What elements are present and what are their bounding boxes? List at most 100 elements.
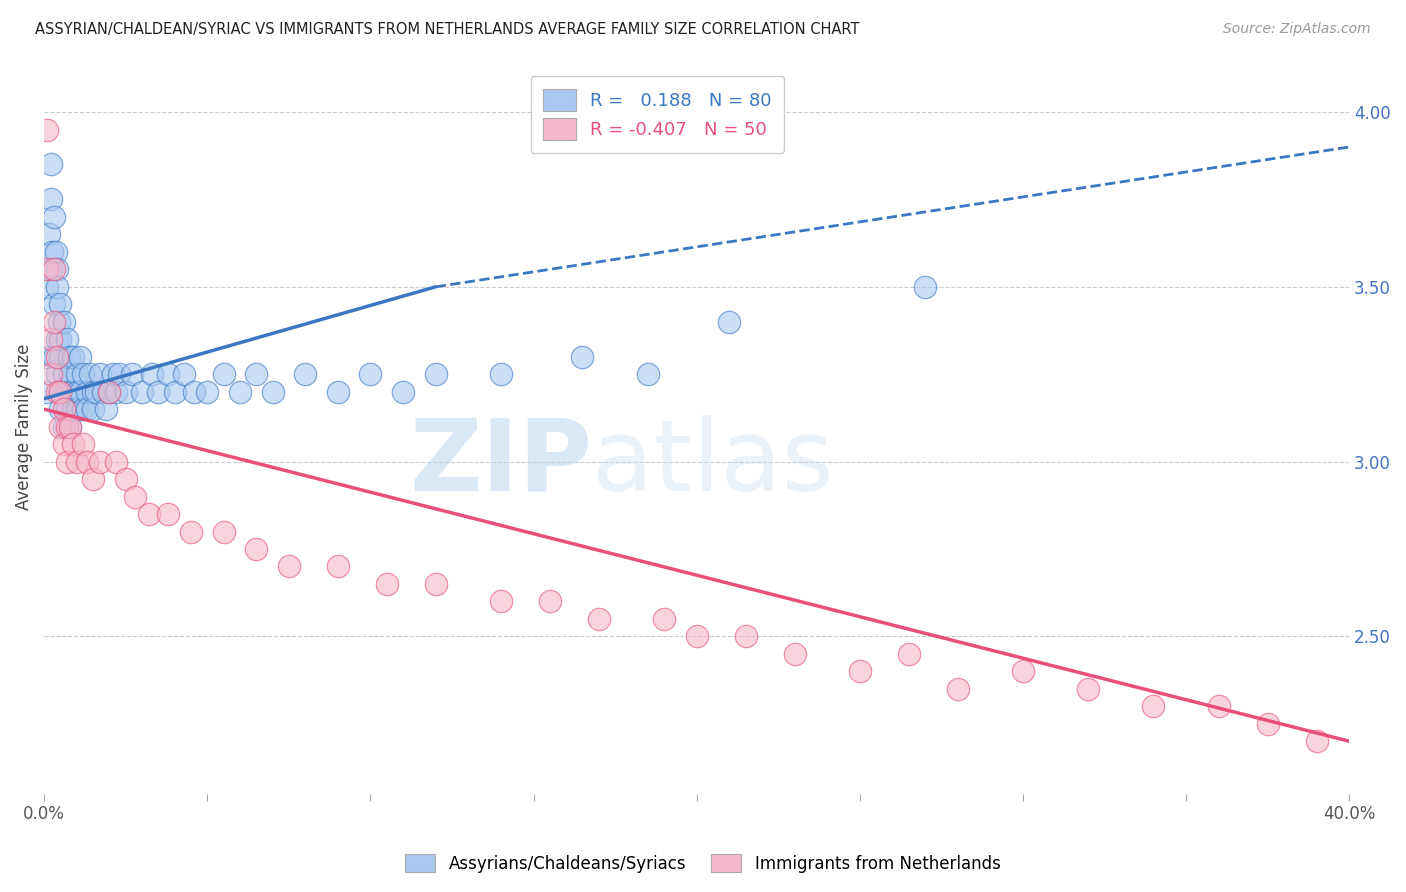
Point (39, 262, 62, 277)
Point (245, 368, 267, 382)
Point (49, 402, 72, 417)
Point (326, 384, 349, 399)
Point (157, 368, 180, 382)
Point (375, 577, 398, 591)
Point (37, 262, 59, 277)
Y-axis label: Average Family Size: Average Family Size (15, 343, 32, 510)
Point (114, 384, 136, 399)
Point (56, 402, 79, 417)
Legend: R =   0.188   N = 80, R = -0.407   N = 50: R = 0.188 N = 80, R = -0.407 N = 50 (530, 76, 785, 153)
Point (76, 384, 98, 399)
Point (52, 384, 75, 399)
Point (52, 437, 75, 451)
Point (94, 402, 117, 417)
Point (571, 350, 593, 364)
Point (124, 490, 146, 504)
Point (86, 384, 108, 399)
Point (46, 262, 69, 277)
Point (52, 419, 75, 434)
Point (42, 210, 65, 224)
Point (59, 384, 82, 399)
Point (89, 454, 111, 468)
Point (42, 297, 65, 311)
Point (163, 384, 186, 399)
Point (56, 384, 79, 399)
Point (41, 244, 63, 259)
Text: atlas: atlas (592, 415, 834, 512)
Point (489, 594, 512, 608)
Point (82, 402, 104, 417)
Point (66, 402, 89, 417)
Point (121, 368, 143, 382)
Point (49, 350, 72, 364)
Point (326, 559, 349, 574)
Point (39, 157, 62, 171)
Point (148, 384, 170, 399)
Point (46, 384, 69, 399)
Point (98, 384, 121, 399)
Point (1208, 699, 1230, 714)
Point (91, 384, 114, 399)
Point (59, 419, 82, 434)
Point (79, 368, 101, 382)
Text: Source: ZipAtlas.com: Source: ZipAtlas.com (1223, 22, 1371, 37)
Point (49, 384, 72, 399)
Point (718, 315, 741, 329)
Point (58, 350, 80, 364)
Point (62, 437, 84, 451)
Point (1012, 665, 1035, 679)
Text: ZIP: ZIP (409, 415, 592, 512)
Point (52, 368, 75, 382)
Point (538, 594, 561, 608)
Point (52, 402, 75, 417)
Point (652, 612, 675, 626)
Point (914, 280, 936, 294)
Point (489, 368, 512, 382)
Point (49, 297, 72, 311)
Point (59, 368, 82, 382)
Point (1077, 681, 1099, 696)
Point (66, 368, 89, 382)
Point (69, 384, 91, 399)
Point (1257, 716, 1279, 731)
Point (76, 454, 98, 468)
Point (277, 559, 299, 574)
Point (72, 368, 94, 382)
Point (76, 402, 98, 417)
Point (104, 454, 127, 468)
Point (588, 612, 610, 626)
Point (262, 384, 284, 399)
Point (44, 244, 66, 259)
Point (72, 437, 94, 451)
Point (734, 629, 756, 643)
Point (38, 227, 60, 242)
Point (37, 280, 59, 294)
Point (35, 384, 58, 399)
Point (62, 384, 84, 399)
Point (39, 332, 62, 346)
Point (46, 332, 69, 346)
Point (157, 507, 180, 521)
Point (359, 368, 381, 382)
Point (98, 384, 121, 399)
Point (82, 472, 104, 486)
Point (62, 402, 84, 417)
Point (686, 629, 709, 643)
Point (48, 315, 70, 329)
Text: ASSYRIAN/CHALDEAN/SYRIAC VS IMMIGRANTS FROM NETHERLANDS AVERAGE FAMILY SIZE CORR: ASSYRIAN/CHALDEAN/SYRIAC VS IMMIGRANTS F… (35, 22, 859, 37)
Point (52, 315, 75, 329)
Point (173, 368, 195, 382)
Point (195, 384, 218, 399)
Point (42, 315, 65, 329)
Point (66, 454, 89, 468)
Point (82, 384, 104, 399)
Point (69, 350, 91, 364)
Point (425, 368, 447, 382)
Point (42, 350, 65, 364)
Point (131, 384, 153, 399)
Point (46, 368, 69, 382)
Point (49, 332, 72, 346)
Point (783, 647, 806, 661)
Point (101, 368, 124, 382)
Point (89, 368, 111, 382)
